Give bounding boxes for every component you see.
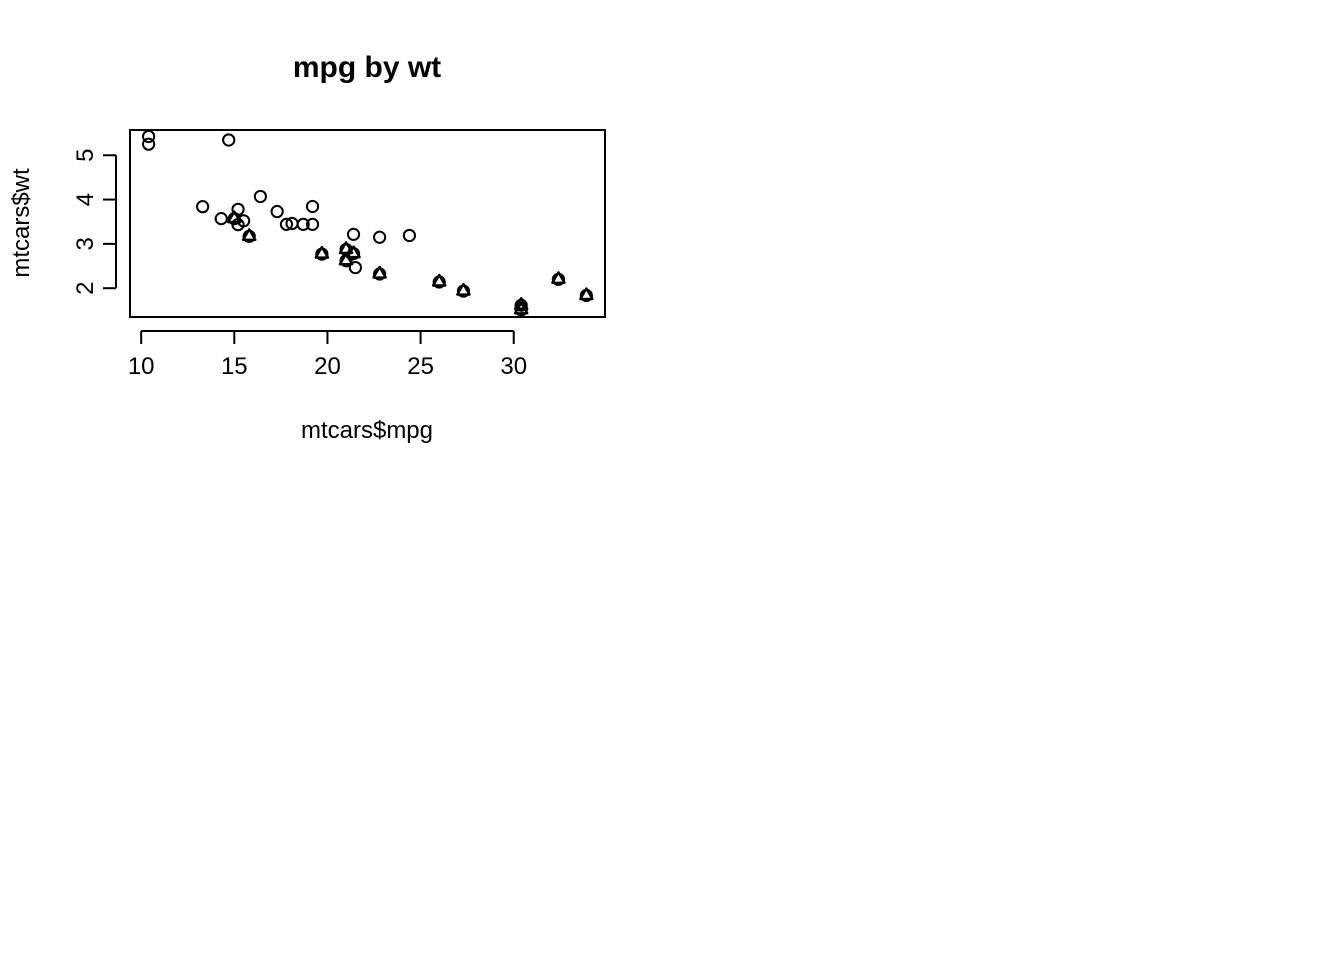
x-tick-label: 30 <box>500 353 527 380</box>
point-triangle <box>338 241 354 255</box>
point-triangle <box>338 252 354 266</box>
point-triangle <box>346 245 361 259</box>
point-circle <box>196 200 210 214</box>
point-triangle <box>513 297 529 310</box>
x-tick-label: 10 <box>128 353 155 380</box>
plot-frame <box>129 129 606 318</box>
points-layer <box>142 129 594 317</box>
point-circle <box>214 212 228 226</box>
y-tick-label: 2 <box>72 282 99 295</box>
point-triangle <box>372 265 387 279</box>
point-circle <box>373 230 387 244</box>
x-axis-label: mtcars$mpg <box>301 417 433 444</box>
point-triangle <box>314 245 330 259</box>
point-circle <box>348 260 362 275</box>
point-triangle <box>456 282 471 296</box>
point-triangle <box>431 273 447 287</box>
point-circle <box>346 227 361 241</box>
y-axis-ticks: 2 3 4 5 <box>72 149 116 295</box>
point-triangle <box>579 287 594 301</box>
point-circle <box>142 129 156 144</box>
point-circle <box>305 217 320 231</box>
x-tick-label: 20 <box>314 353 341 380</box>
x-tick-label: 15 <box>221 353 248 380</box>
point-circle <box>285 216 299 231</box>
point-circle <box>305 199 320 214</box>
point-circle <box>142 137 156 151</box>
point-triangle <box>241 228 257 242</box>
y-axis-label: mtcars$wt <box>8 168 35 278</box>
point-triangle <box>551 271 566 285</box>
y-tick-label: 5 <box>72 149 99 162</box>
point-circle <box>402 228 417 243</box>
point-circle <box>222 133 236 147</box>
point-circle <box>270 204 284 219</box>
y-tick-label: 3 <box>72 237 99 250</box>
chart-title: mpg by wt <box>293 51 441 84</box>
point-triangle <box>513 301 529 315</box>
x-tick-label: 25 <box>407 353 434 380</box>
point-circle <box>253 189 267 204</box>
point-circle <box>279 217 294 231</box>
y-tick-label: 4 <box>72 193 99 206</box>
x-axis-ticks: 10 15 20 25 30 <box>128 331 527 380</box>
point-triangle <box>227 210 242 224</box>
